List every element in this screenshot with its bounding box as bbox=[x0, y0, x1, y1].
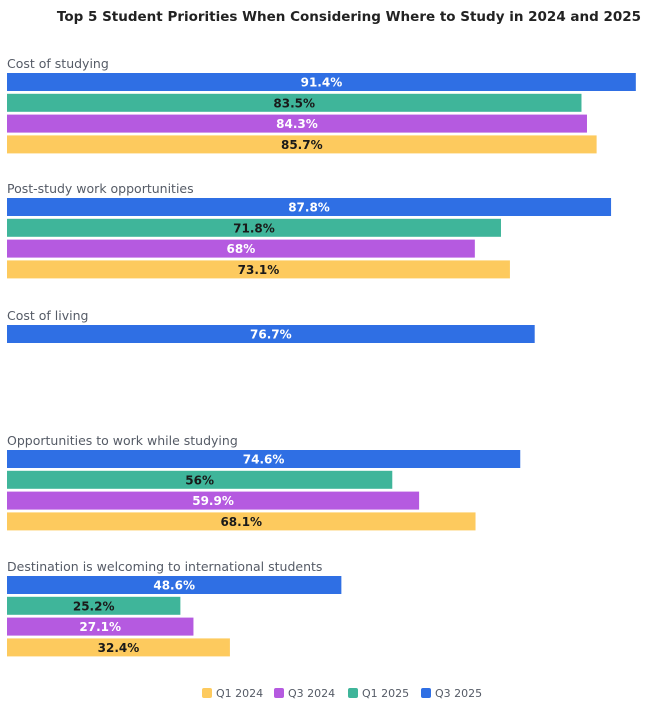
bar bbox=[7, 576, 342, 594]
data-label: 76.7% bbox=[250, 328, 292, 342]
bar bbox=[7, 596, 181, 615]
bar bbox=[7, 325, 535, 343]
data-label: 68.1% bbox=[220, 515, 262, 529]
category-group: Cost of studying 91.4% 83.5% 84.3% 85.7% bbox=[7, 56, 636, 154]
category-group: Destination is welcoming to internationa… bbox=[7, 559, 342, 657]
data-label: 25.2% bbox=[73, 599, 115, 613]
legend-label: Q3 2024 bbox=[288, 687, 335, 700]
data-label: 27.1% bbox=[79, 620, 121, 634]
legend-swatch bbox=[202, 688, 212, 698]
bar bbox=[7, 470, 393, 489]
legend-label: Q1 2025 bbox=[362, 687, 409, 700]
data-label: 84.3% bbox=[276, 117, 318, 131]
bar bbox=[7, 73, 636, 91]
bar bbox=[7, 638, 230, 657]
category-label: Post-study work opportunities bbox=[7, 181, 194, 196]
data-label: 83.5% bbox=[273, 96, 315, 110]
category-label: Cost of studying bbox=[7, 56, 109, 71]
bar bbox=[7, 617, 194, 636]
legend-swatch bbox=[348, 688, 358, 698]
data-label: 56% bbox=[185, 473, 214, 487]
data-label: 71.8% bbox=[233, 221, 275, 235]
bar bbox=[7, 114, 587, 133]
category-group: Opportunities to work while studying 74.6… bbox=[7, 433, 521, 531]
category-label: Cost of living bbox=[7, 308, 88, 323]
bar bbox=[7, 239, 475, 258]
chart-title: Top 5 Student Priorities When Considerin… bbox=[57, 9, 641, 25]
data-label: 68% bbox=[227, 242, 256, 256]
bar bbox=[7, 198, 612, 216]
category-group: Post-study work opportunities 87.8% 71.8% 6… bbox=[7, 181, 612, 279]
data-label: 48.6% bbox=[153, 579, 195, 593]
legend-swatch bbox=[274, 688, 284, 698]
legend-label: Q3 2025 bbox=[435, 687, 482, 700]
data-label: 91.4% bbox=[301, 76, 343, 90]
category-label: Opportunities to work while studying bbox=[7, 433, 238, 448]
legend-item: Q1 2025 bbox=[348, 687, 409, 700]
legend-item: Q3 2025 bbox=[421, 687, 482, 700]
legend-item: Q3 2024 bbox=[274, 687, 335, 700]
bar bbox=[7, 491, 420, 510]
data-label: 74.6% bbox=[243, 453, 285, 467]
legend-item: Q1 2024 bbox=[202, 687, 263, 700]
bar bbox=[7, 260, 510, 279]
legend-label: Q1 2024 bbox=[216, 687, 263, 700]
data-label: 85.7% bbox=[281, 138, 323, 152]
bar bbox=[7, 218, 501, 237]
bar bbox=[7, 512, 476, 531]
data-label: 87.8% bbox=[288, 201, 330, 215]
category-group: Cost of living 76.7% bbox=[7, 308, 535, 343]
bar bbox=[7, 135, 597, 154]
data-label: 32.4% bbox=[98, 641, 140, 655]
legend-swatch bbox=[421, 688, 431, 698]
bar bbox=[7, 450, 521, 468]
bar bbox=[7, 93, 582, 112]
data-label: 73.1% bbox=[238, 263, 280, 277]
category-label: Destination is welcoming to internationa… bbox=[7, 559, 322, 574]
data-label: 59.9% bbox=[192, 494, 234, 508]
